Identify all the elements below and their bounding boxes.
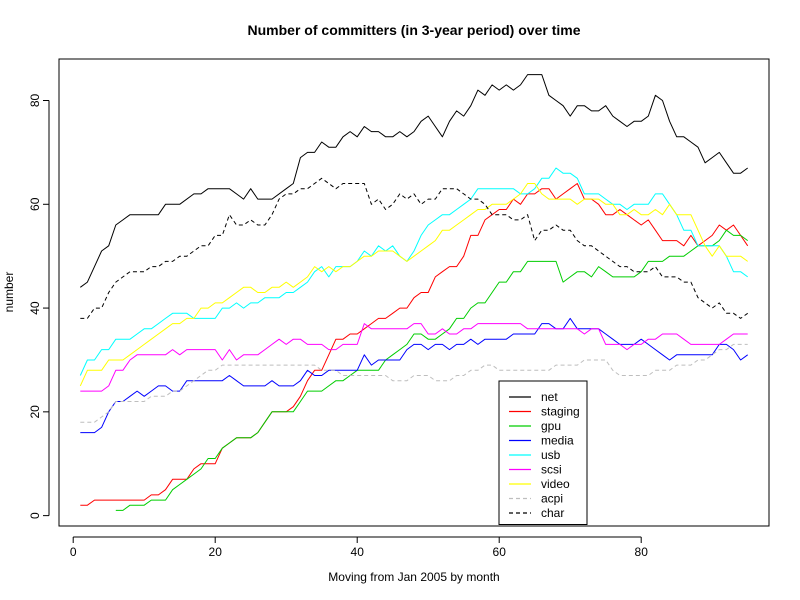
y-tick-label: 60 bbox=[28, 197, 42, 211]
y-tick-label: 40 bbox=[28, 301, 42, 315]
series-line-char bbox=[80, 177, 748, 319]
series-line-scsi bbox=[80, 323, 748, 392]
legend-label-scsi: scsi bbox=[541, 463, 562, 477]
y-axis: 0 20 40 60 80 bbox=[28, 94, 50, 519]
x-axis: 0 20 40 60 80 bbox=[70, 536, 649, 559]
legend-label-net: net bbox=[541, 390, 558, 404]
x-tick-label: 20 bbox=[209, 545, 223, 559]
y-axis-label: number bbox=[2, 272, 16, 313]
chart-title: Number of committers (in 3-year period) … bbox=[248, 22, 581, 38]
x-tick-label: 40 bbox=[351, 545, 365, 559]
series-line-usb bbox=[79, 167, 748, 376]
legend-label-acpi: acpi bbox=[541, 492, 563, 506]
y-tick-label: 80 bbox=[28, 94, 42, 108]
series-line-staging bbox=[80, 183, 749, 506]
x-axis-label: Moving from Jan 2005 by month bbox=[328, 570, 499, 584]
y-tick-label: 20 bbox=[28, 405, 42, 419]
legend-label-video: video bbox=[541, 477, 570, 491]
legend-label-media: media bbox=[541, 434, 574, 448]
x-tick-label: 80 bbox=[635, 545, 649, 559]
series-line-media bbox=[80, 317, 748, 434]
y-tick-label: 0 bbox=[28, 512, 42, 519]
x-tick-label: 0 bbox=[70, 545, 77, 559]
legend-label-usb: usb bbox=[541, 448, 561, 462]
series-line-gpu bbox=[115, 229, 748, 511]
legend-label-gpu: gpu bbox=[541, 419, 561, 433]
legend-label-staging: staging bbox=[541, 405, 580, 419]
plot-area-border bbox=[58, 58, 770, 527]
x-tick-label: 60 bbox=[493, 545, 507, 559]
legend-label-char: char bbox=[541, 506, 564, 520]
series-line-net bbox=[80, 74, 748, 288]
series-layer bbox=[79, 74, 749, 511]
legend-box bbox=[498, 380, 588, 525]
series-line-video bbox=[79, 183, 748, 387]
series-line-acpi bbox=[80, 343, 748, 423]
